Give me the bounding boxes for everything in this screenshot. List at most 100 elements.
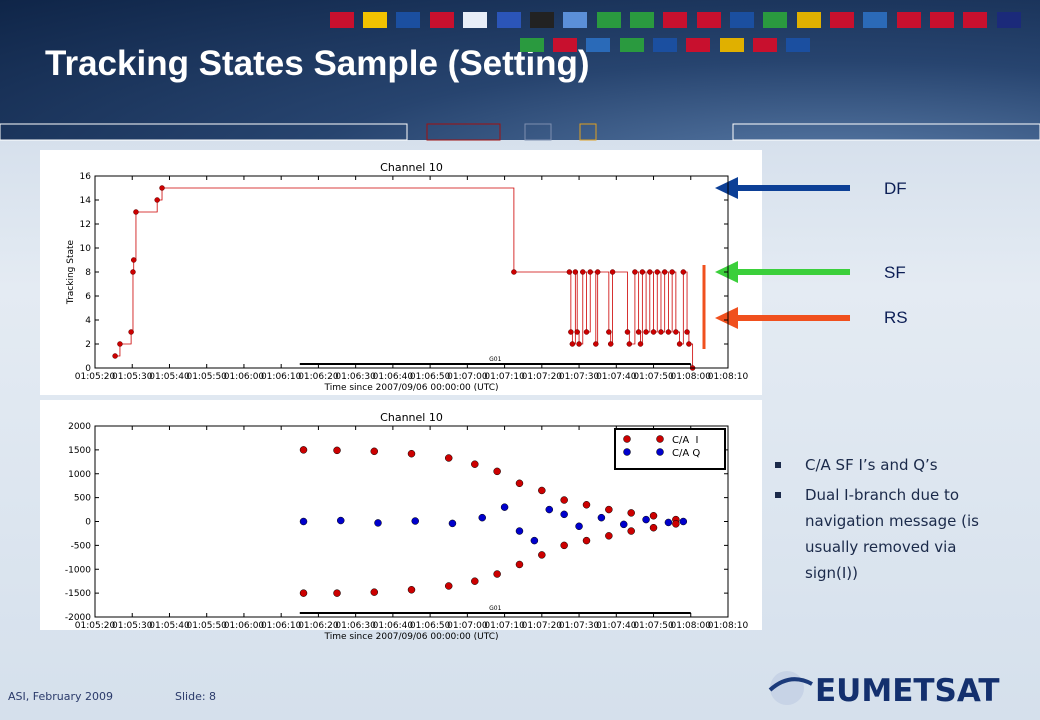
point: [650, 329, 657, 335]
x-tick-label: 01:06:20: [298, 621, 339, 631]
y-axis-label: Tracking State: [66, 239, 76, 305]
point: [407, 586, 416, 594]
y-tick-label: 1000: [68, 470, 91, 480]
x-tick-label: 01:07:40: [596, 372, 637, 382]
bullet: C/A SF I’s and Q’s: [775, 452, 1000, 478]
legend-label: C/A I: [672, 435, 699, 446]
point: [605, 505, 613, 514]
header-bar: [0, 123, 1040, 141]
plot-frame: [94, 175, 729, 369]
y-tick-label: 0: [85, 518, 91, 528]
x-tick-label: 01:07:30: [559, 621, 600, 631]
point: [560, 510, 568, 519]
point: [576, 341, 582, 347]
x-tick-label: 01:05:20: [75, 621, 116, 631]
point: [593, 341, 599, 347]
point: [154, 197, 160, 203]
state-label: SF: [884, 263, 906, 282]
x-tick-label: 01:06:00: [224, 372, 265, 382]
flags: [330, 12, 1021, 52]
point: [607, 341, 614, 347]
point: [676, 341, 683, 347]
x-tick-label: 01:06:50: [410, 372, 451, 382]
point: [471, 577, 479, 585]
x-tick-label: 01:06:00: [224, 621, 265, 631]
point: [112, 353, 118, 359]
point: [649, 512, 658, 520]
y-tick-label: -1000: [65, 565, 91, 575]
point: [583, 329, 590, 335]
slide-title: Tracking States Sample (Setting): [45, 44, 590, 83]
chart-title: Channel 10: [380, 411, 443, 424]
point: [130, 257, 137, 263]
point: [511, 269, 517, 275]
point: [654, 269, 661, 275]
x-axis-label: Time since 2007/09/06 00:00:00 (UTC): [323, 632, 498, 642]
x-tick-label: 01:08:10: [708, 621, 749, 631]
x-tick-label: 01:05:40: [149, 621, 190, 631]
point: [669, 269, 675, 275]
annotation: G01: [489, 356, 501, 363]
x-tick-label: 01:06:10: [261, 621, 302, 631]
x-axis-label: Time since 2007/09/06 00:00:00 (UTC): [323, 383, 498, 393]
y-tick-label: 16: [80, 172, 92, 182]
y-tick-label: 6: [85, 292, 91, 302]
point: [582, 501, 591, 509]
point: [609, 269, 616, 275]
y-tick-label: 2: [85, 340, 91, 350]
legend-box: [614, 428, 726, 470]
point: [515, 479, 524, 488]
point: [515, 527, 524, 535]
point: [679, 517, 688, 526]
x-tick-label: 01:05:50: [186, 621, 227, 631]
point: [647, 269, 653, 275]
point: [605, 532, 613, 540]
point: [635, 329, 642, 335]
point: [299, 589, 308, 597]
point: [575, 522, 583, 531]
point: [337, 516, 345, 525]
point: [568, 329, 574, 335]
point: [686, 341, 692, 347]
point: [560, 541, 568, 550]
point: [661, 269, 668, 275]
x-tick-label: 01:07:50: [633, 372, 674, 382]
x-tick-label: 01:06:50: [410, 621, 451, 631]
point: [580, 269, 586, 275]
x-tick-label: 01:08:00: [671, 621, 712, 631]
state-label: RS: [884, 308, 908, 327]
point: [299, 517, 308, 526]
point: [299, 446, 308, 454]
y-tick-label: 2000: [68, 422, 91, 432]
point: [538, 486, 546, 495]
point: [444, 582, 453, 590]
x-tick-label: 01:07:00: [447, 372, 488, 382]
y-tick-label: 8: [85, 268, 91, 278]
point: [538, 551, 546, 559]
x-tick-label: 01:07:10: [484, 621, 525, 631]
point: [664, 518, 673, 527]
point: [117, 341, 123, 347]
point: [606, 329, 612, 335]
x-tick-label: 01:05:40: [149, 372, 190, 382]
x-tick-label: 01:06:30: [335, 372, 376, 382]
y-tick-label: -2000: [65, 613, 91, 623]
point: [637, 341, 644, 347]
legend-marker: [656, 448, 664, 456]
point: [493, 467, 501, 476]
x-tick-label: 01:05:30: [112, 621, 153, 631]
y-tick-label: -500: [71, 541, 92, 551]
point: [643, 329, 649, 335]
point: [500, 503, 509, 511]
point: [569, 341, 576, 347]
point: [560, 496, 568, 504]
x-tick-label: 01:08:10: [708, 372, 749, 382]
point: [411, 517, 419, 525]
point: [587, 269, 593, 275]
y-tick-label: 10: [80, 244, 92, 254]
x-tick-label: 01:05:20: [75, 372, 116, 382]
point: [448, 519, 457, 528]
point: [370, 447, 379, 456]
